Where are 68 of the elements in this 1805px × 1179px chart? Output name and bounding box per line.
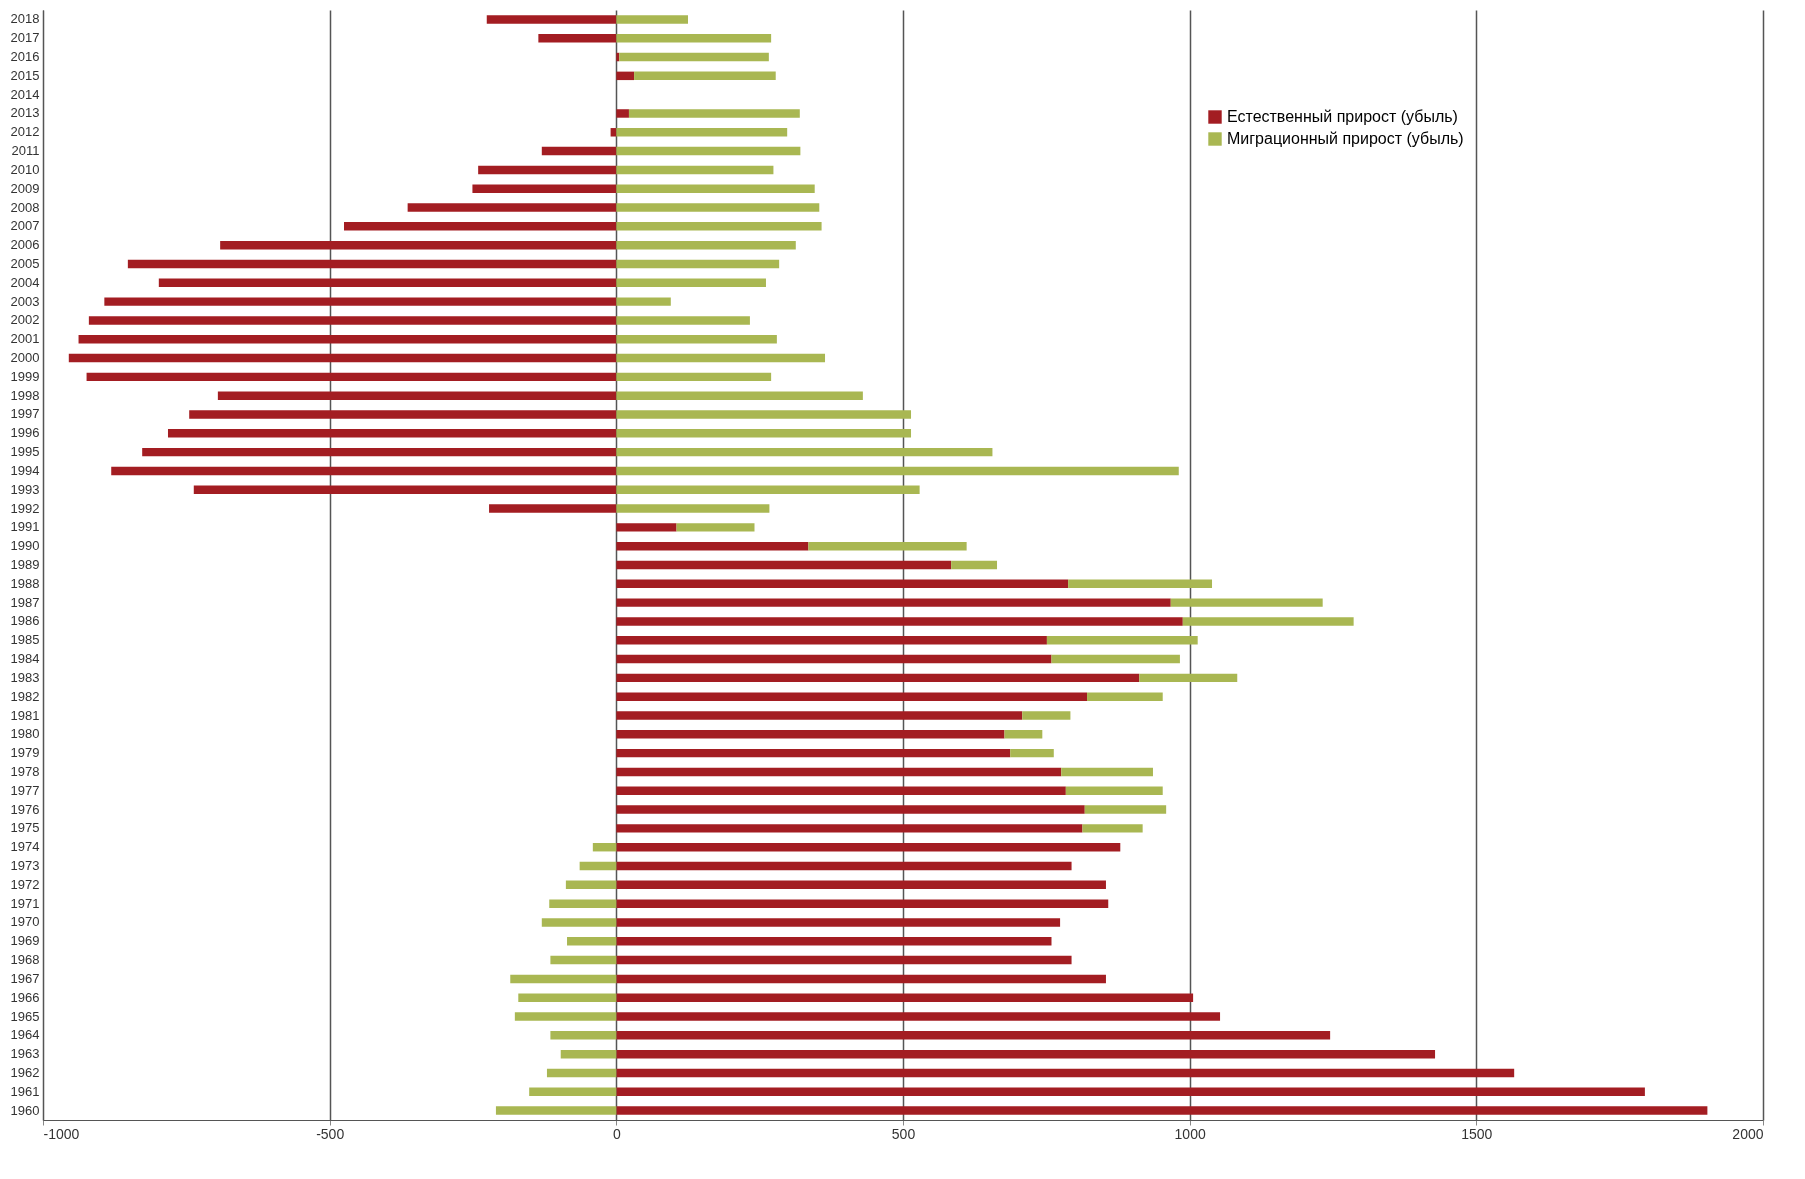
y-tick-label: 2012 <box>10 124 40 140</box>
y-tick-label: 1985 <box>10 632 40 648</box>
y-tick-label: 2002 <box>10 312 40 328</box>
y-tick-label: 2008 <box>10 199 40 215</box>
y-tick-label: 1992 <box>10 500 40 516</box>
y-tick-label: 1964 <box>10 1027 40 1043</box>
y-tick-label: 1990 <box>10 538 40 554</box>
y-tick-label: 1961 <box>10 1083 40 1099</box>
y-tick-label: 1982 <box>10 688 40 704</box>
legend-label: Миграционный прирост (убыль) <box>1227 130 1464 147</box>
y-tick-label: 1996 <box>10 425 40 441</box>
y-tick-label: 2004 <box>10 274 40 290</box>
y-tick-label: 1998 <box>10 387 40 403</box>
y-tick-label: 2010 <box>10 161 40 177</box>
y-tick-label: 1997 <box>10 406 40 422</box>
y-tick-label: 1988 <box>10 575 40 591</box>
y-tick-label: 2005 <box>10 255 40 271</box>
x-tick-label: 1000 <box>1174 1125 1206 1142</box>
y-tick-label: 1984 <box>10 651 40 667</box>
y-tick-label: 1983 <box>10 669 40 685</box>
y-tick-label: 2018 <box>10 11 40 27</box>
x-tick-label: 2000 <box>1732 1125 1764 1142</box>
y-tick-label: 1963 <box>10 1046 40 1062</box>
y-tick-label: 2003 <box>10 293 40 309</box>
y-tick-label: 1979 <box>10 745 40 761</box>
y-tick-label: 2000 <box>10 350 40 366</box>
y-tick-label: 2015 <box>10 67 40 83</box>
y-tick-label: 1993 <box>10 481 40 497</box>
y-tick-label: 2016 <box>10 49 40 65</box>
y-tick-label: 1960 <box>10 1102 40 1118</box>
y-tick-label: 1974 <box>10 839 40 855</box>
x-tick-label: -1000 <box>43 1125 80 1142</box>
y-tick-label: 2001 <box>10 331 40 347</box>
y-tick-label: 1981 <box>10 707 40 723</box>
x-tick-label: -500 <box>316 1125 345 1142</box>
y-tick-label: 1977 <box>10 782 40 798</box>
y-tick-label: 2007 <box>10 218 40 234</box>
y-tick-label: 2006 <box>10 237 40 253</box>
y-tick-label: 2017 <box>10 30 40 46</box>
y-tick-label: 1995 <box>10 444 40 460</box>
x-tick-label: 0 <box>612 1125 621 1142</box>
y-tick-label: 2014 <box>10 86 40 102</box>
y-tick-label: 1986 <box>10 613 40 629</box>
y-tick-label: 1975 <box>10 820 40 836</box>
y-tick-label: 1968 <box>10 952 40 968</box>
y-tick-label: 1994 <box>10 462 40 478</box>
y-tick-label: 1966 <box>10 989 40 1005</box>
y-tick-label: 1962 <box>10 1064 40 1080</box>
y-tick-label: 1999 <box>10 368 40 384</box>
x-tick-label: 1500 <box>1461 1125 1493 1142</box>
y-tick-label: 1965 <box>10 1008 40 1024</box>
y-tick-label: 1969 <box>10 933 40 949</box>
x-tick-label: 500 <box>891 1125 916 1142</box>
y-tick-label: 1980 <box>10 726 40 742</box>
y-tick-label: 1976 <box>10 801 40 817</box>
y-tick-label: 1971 <box>10 895 40 911</box>
legend-label: Естественный прирост (убыль) <box>1227 108 1458 125</box>
y-tick-label: 1989 <box>10 557 40 572</box>
y-tick-label: 1987 <box>10 594 40 610</box>
y-tick-label: 1967 <box>10 970 40 986</box>
y-tick-label: 1978 <box>10 763 40 779</box>
y-tick-label: 2009 <box>10 180 40 196</box>
y-tick-label: 1973 <box>10 858 40 874</box>
y-tick-label: 2011 <box>11 143 40 159</box>
y-tick-label: 1970 <box>10 914 40 930</box>
y-tick-label: 2013 <box>10 105 40 121</box>
y-tick-label: 1972 <box>10 876 40 892</box>
y-tick-label: 1991 <box>10 519 40 535</box>
